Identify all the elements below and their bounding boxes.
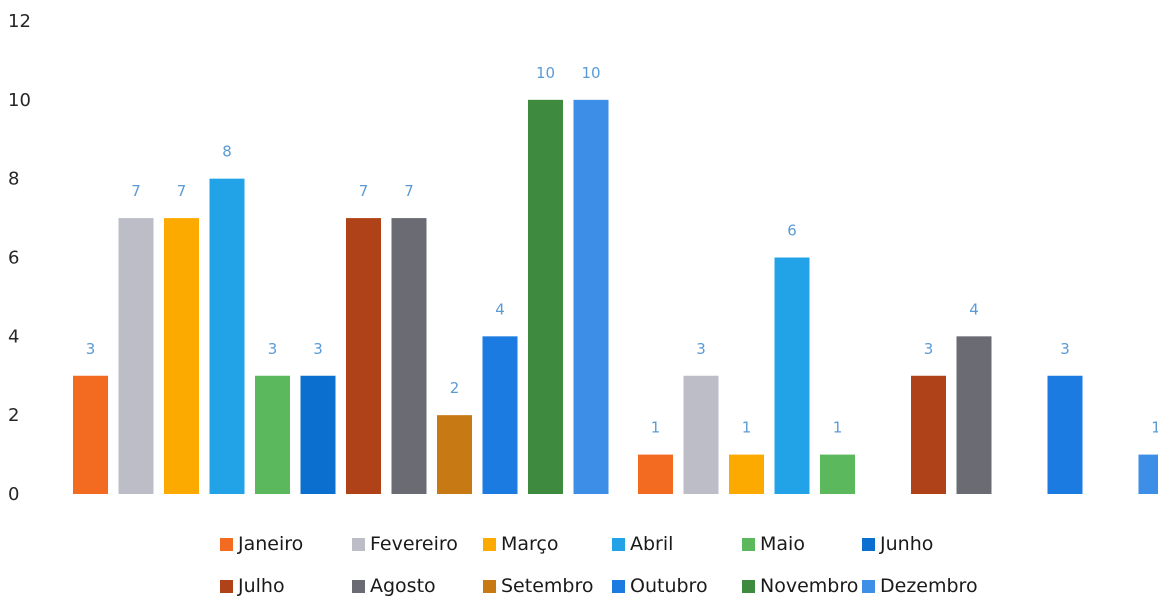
legend-label: Março <box>501 533 559 555</box>
legend-swatch <box>352 580 365 593</box>
bar-julho <box>911 375 946 494</box>
bar-fevereiro <box>118 218 154 495</box>
y-tick-label: 4 <box>8 326 19 347</box>
legend-item-dezembro: Dezembro <box>862 575 978 597</box>
data-label: 4 <box>495 300 505 318</box>
bar-março <box>164 218 199 495</box>
bar-agosto <box>391 218 427 495</box>
legend-item-junho: Junho <box>862 533 933 555</box>
legend-swatch <box>742 580 755 593</box>
bar-maio <box>255 375 290 494</box>
legend-swatch <box>220 580 233 593</box>
bar-agosto <box>956 336 992 494</box>
legend-item-janeiro: Janeiro <box>220 533 303 555</box>
data-label: 8 <box>222 143 232 161</box>
data-label: 3 <box>86 340 96 358</box>
legend-swatch <box>612 580 625 593</box>
legend-label: Outubro <box>630 575 708 597</box>
y-tick-label: 6 <box>8 248 19 269</box>
y-tick-label: 12 <box>8 11 31 32</box>
data-label: 1 <box>833 419 843 437</box>
legend-label: Novembro <box>760 575 858 597</box>
bar-abril <box>774 257 810 494</box>
y-tick-label: 0 <box>8 484 19 505</box>
data-label: 2 <box>450 379 460 397</box>
bar-novembro <box>528 99 563 494</box>
legend-item-maio: Maio <box>742 533 805 555</box>
legend-item-novembro: Novembro <box>742 575 858 597</box>
legend-label: Julho <box>237 575 285 597</box>
legend-swatch <box>742 538 755 551</box>
bar-janeiro <box>638 454 673 494</box>
legend-item-julho: Julho <box>220 575 285 597</box>
data-label: 1 <box>742 419 752 437</box>
y-tick-label: 2 <box>8 405 19 426</box>
legend-label: Fevereiro <box>370 533 458 555</box>
legend-item-fevereiro: Fevereiro <box>352 533 458 555</box>
data-label: 3 <box>924 340 934 358</box>
legend-label: Janeiro <box>237 533 303 555</box>
legend-label: Abril <box>630 533 673 555</box>
legend-label: Dezembro <box>880 575 978 597</box>
data-label: 1 <box>1151 419 1158 437</box>
bar-outubro <box>1047 375 1083 494</box>
legend-swatch <box>483 580 496 593</box>
y-tick-label: 10 <box>8 90 31 111</box>
bar-dezembro <box>573 99 609 494</box>
data-label: 7 <box>131 182 141 200</box>
legend-item-março: Março <box>483 533 559 555</box>
data-label: 6 <box>787 222 797 240</box>
data-label: 3 <box>696 340 706 358</box>
legend-item-setembro: Setembro <box>483 575 593 597</box>
y-axis: 0 2 4 6 8 10 12 <box>8 11 31 505</box>
legend-label: Maio <box>760 533 805 555</box>
legend-swatch <box>352 538 365 551</box>
data-label: 7 <box>404 182 414 200</box>
bar-dezembro <box>1138 454 1158 494</box>
legend-label: Setembro <box>501 575 593 597</box>
bars <box>73 99 1158 495</box>
y-tick-label: 8 <box>8 169 19 190</box>
legend-swatch <box>483 538 496 551</box>
data-label: 3 <box>313 340 323 358</box>
data-label: 7 <box>177 182 187 200</box>
data-label: 1 <box>651 419 661 437</box>
legend-swatch <box>612 538 625 551</box>
bar-junho <box>300 375 336 494</box>
legend-item-outubro: Outubro <box>612 575 708 597</box>
data-label: 7 <box>359 182 369 200</box>
data-label: 10 <box>581 64 600 82</box>
bar-janeiro <box>73 375 108 494</box>
bar-outubro <box>482 336 518 494</box>
bar-maio <box>820 454 855 494</box>
legend-label: Agosto <box>370 575 436 597</box>
legend-item-agosto: Agosto <box>352 575 436 597</box>
bar-abril <box>209 178 245 494</box>
data-label: 10 <box>536 64 555 82</box>
bar-março <box>729 454 764 494</box>
legend-swatch <box>862 538 875 551</box>
legend: Janeiro Fevereiro Março Abril Maio Junho Julho… <box>220 533 978 597</box>
legend-swatch <box>220 538 233 551</box>
data-labels: 3 7 7 8 3 3 7 7 2 4 10 10 1 3 1 6 1 3 4 3 1 <box>86 64 1158 437</box>
data-label: 3 <box>268 340 278 358</box>
data-label: 3 <box>1060 340 1070 358</box>
legend-label: Junho <box>879 533 933 555</box>
legend-swatch <box>862 580 875 593</box>
bar-setembro <box>437 415 472 494</box>
bar-fevereiro <box>683 375 719 494</box>
data-label: 4 <box>969 300 979 318</box>
legend-item-abril: Abril <box>612 533 673 555</box>
bar-julho <box>346 218 381 495</box>
